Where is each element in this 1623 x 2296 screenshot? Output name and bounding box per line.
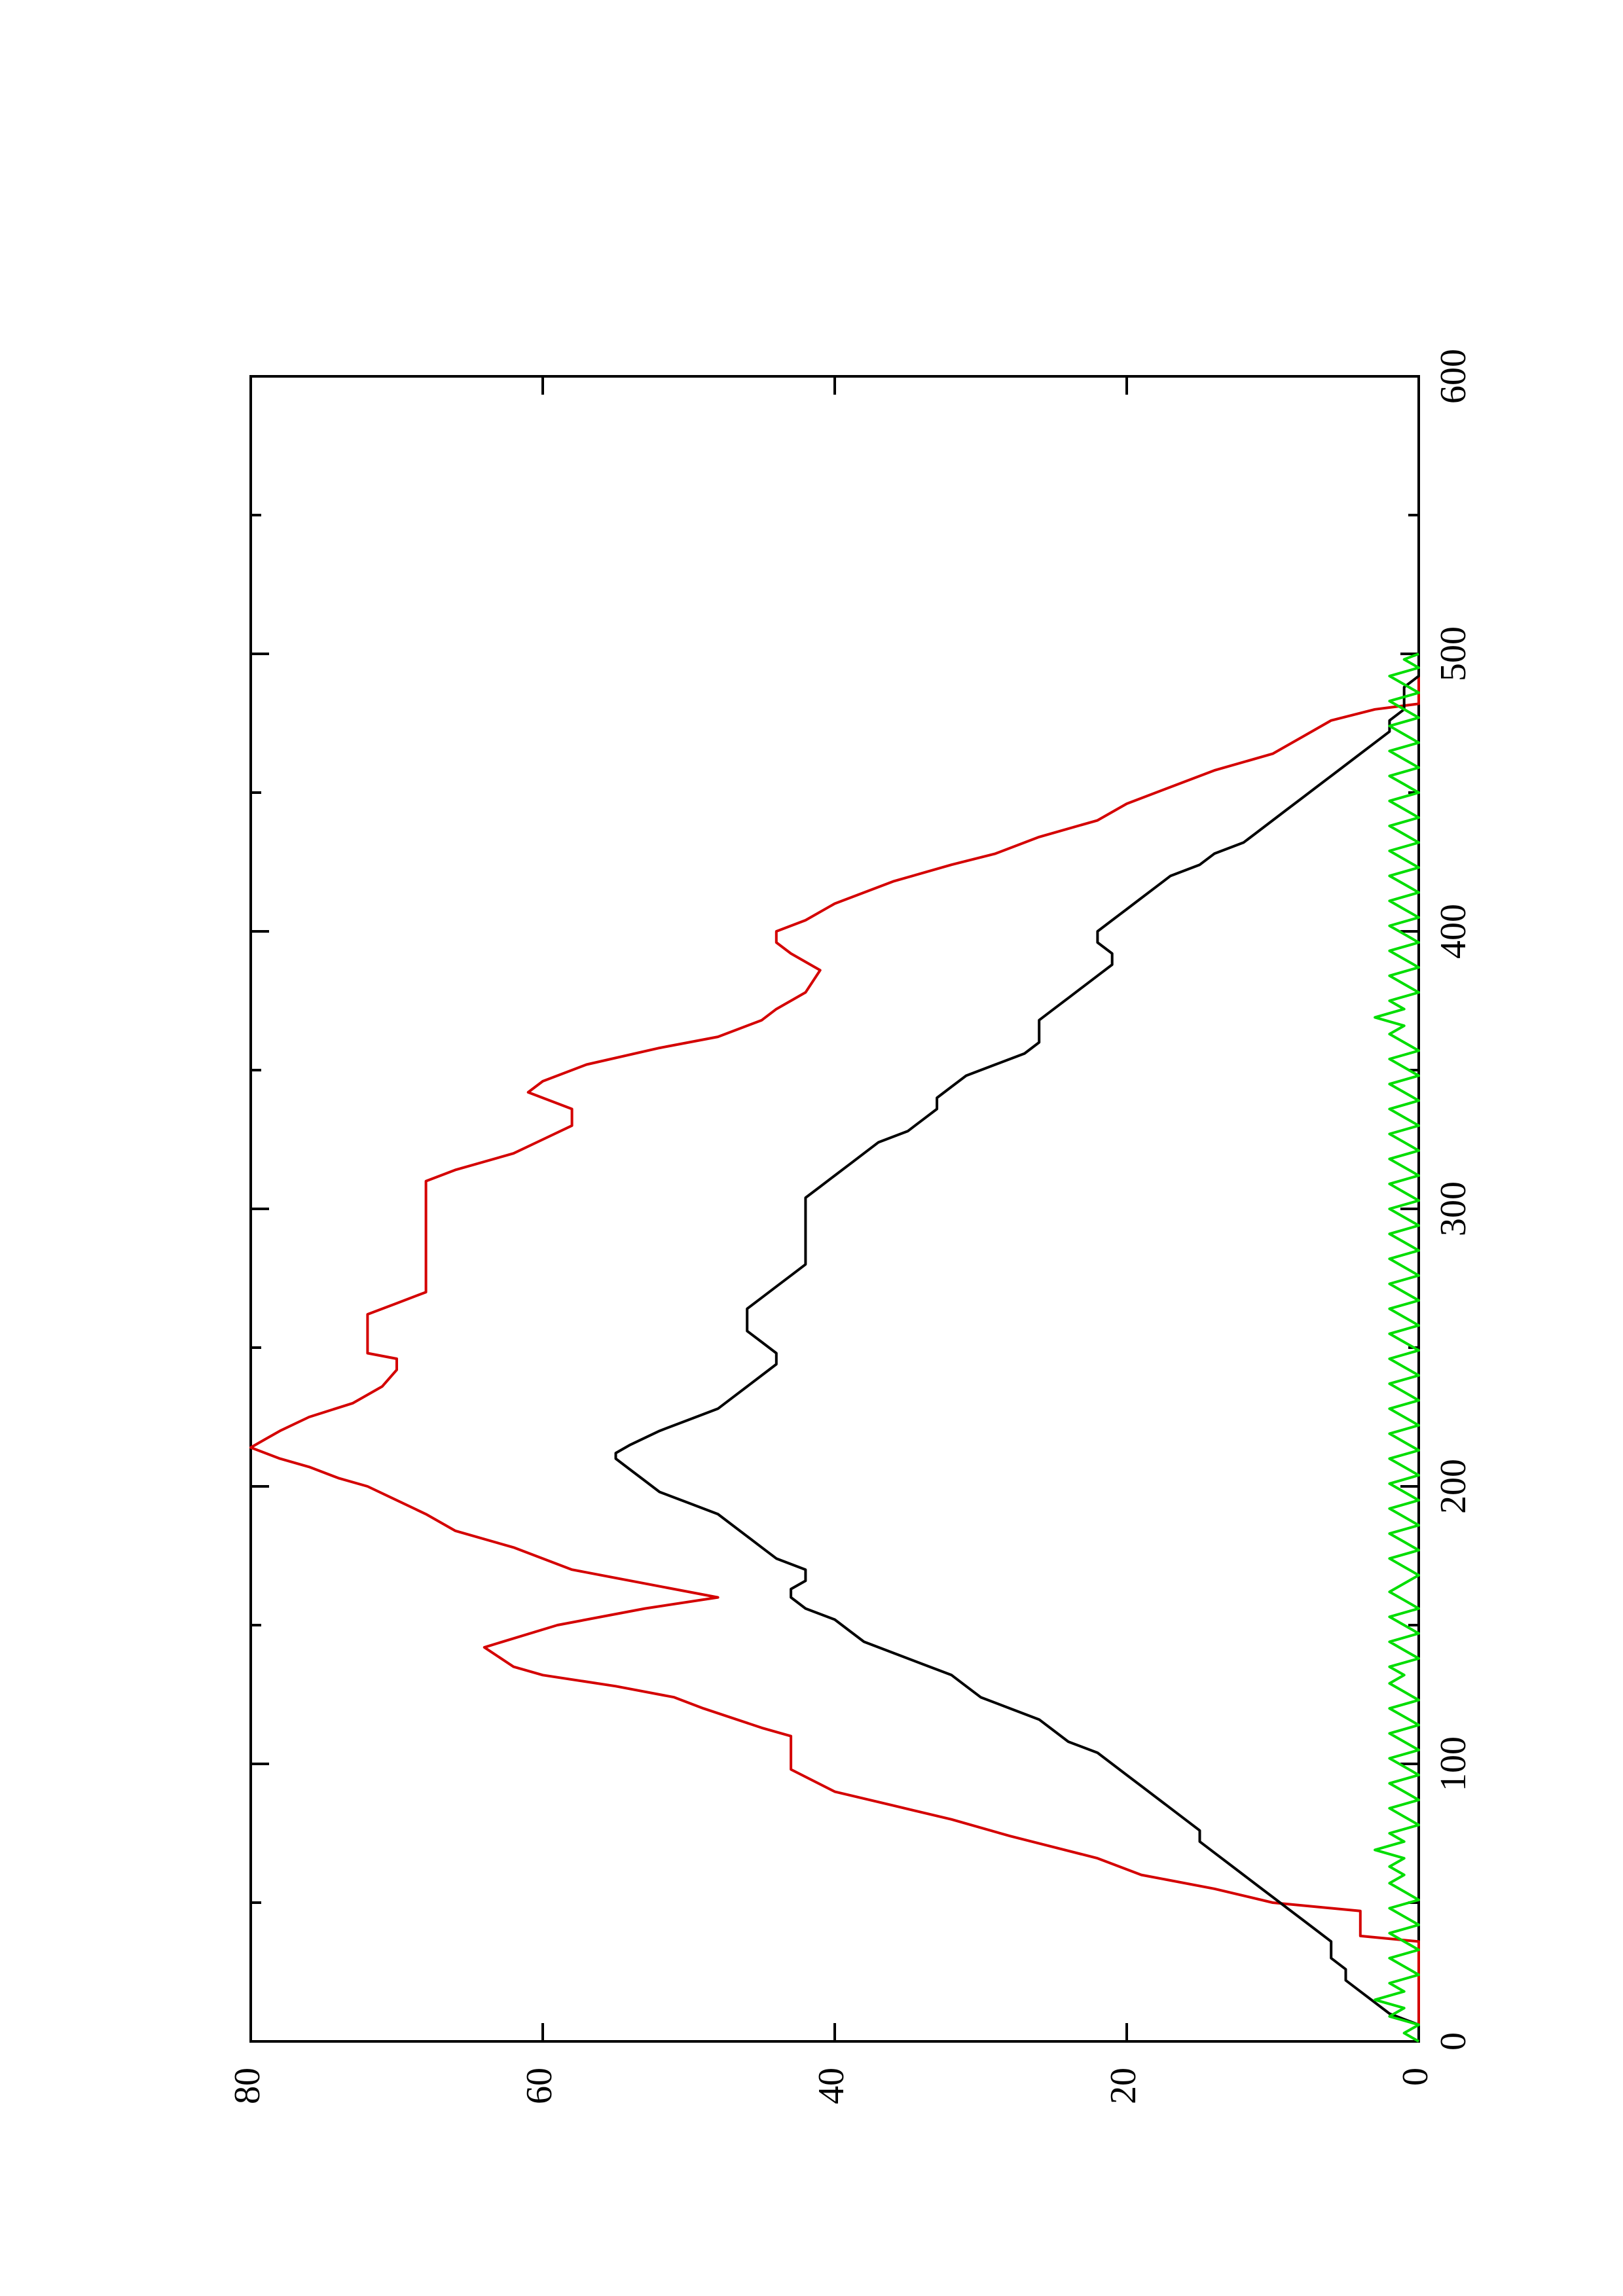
- y-tick-label: 60: [519, 2068, 560, 2104]
- x-tick-label: 100: [1433, 1736, 1474, 1791]
- series-line-3: [1374, 653, 1420, 2043]
- x-tick-label: 200: [1433, 1459, 1474, 1514]
- y-tick-label: 20: [1103, 2068, 1144, 2104]
- x-tick-label: 400: [1433, 904, 1474, 959]
- y-tick-label: 80: [227, 2068, 268, 2104]
- plot-area: 0 100 200 300 400 500 600 0 20 40 60 80: [227, 349, 1474, 2104]
- x-tick-label: 0: [1433, 2032, 1474, 2051]
- series-line-2: [614, 654, 1420, 2041]
- series-layer: [249, 653, 1420, 2043]
- x-tick-label: 500: [1433, 626, 1474, 681]
- tick-labels: 0 100 200 300 400 500 600 0 20 40 60 80: [227, 349, 1474, 2104]
- y-tick-label: 0: [1395, 2068, 1436, 2086]
- x-tick-label: 300: [1433, 1181, 1474, 1236]
- series-line-1: [249, 654, 1420, 2041]
- y-tick-label: 40: [811, 2068, 852, 2104]
- x-tick-label: 600: [1433, 349, 1474, 404]
